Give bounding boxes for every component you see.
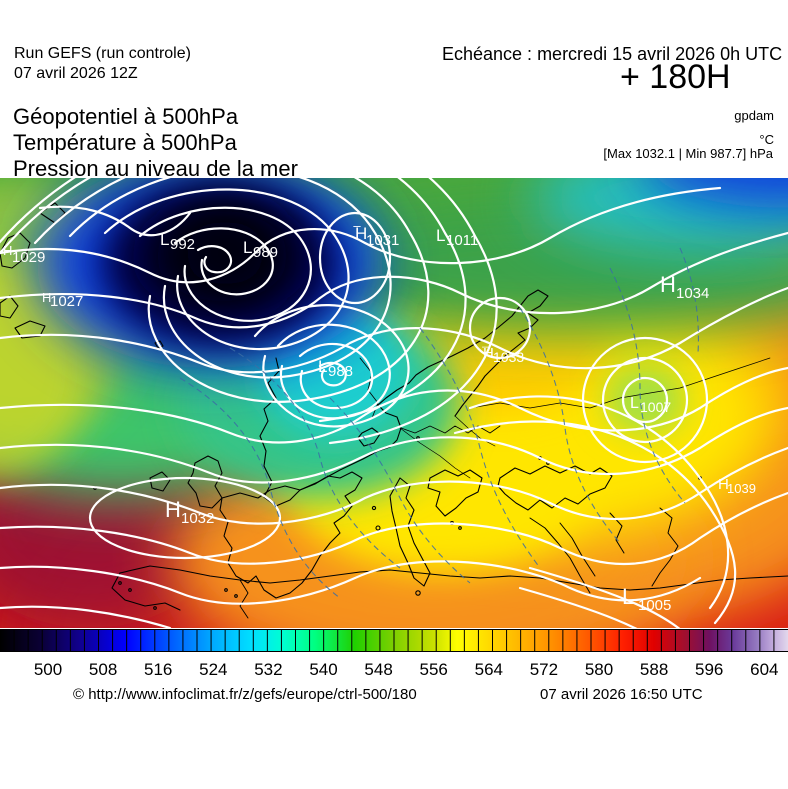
svg-text:1033: 1033 <box>493 349 524 365</box>
svg-text:1032: 1032 <box>181 510 214 527</box>
svg-text:L: L <box>318 357 327 376</box>
svg-text:H: H <box>660 272 676 297</box>
svg-text:548: 548 <box>364 660 392 679</box>
svg-text:1031: 1031 <box>366 232 399 249</box>
svg-text:532: 532 <box>254 660 282 679</box>
svg-text:596: 596 <box>695 660 723 679</box>
svg-text:1007: 1007 <box>640 399 671 415</box>
svg-text:L: L <box>630 395 639 412</box>
svg-text:604: 604 <box>750 660 778 679</box>
svg-text:556: 556 <box>420 660 448 679</box>
svg-text:508: 508 <box>89 660 117 679</box>
svg-text:572: 572 <box>530 660 558 679</box>
svg-text:524: 524 <box>199 660 227 679</box>
svg-text:992: 992 <box>170 236 195 253</box>
svg-text:1039: 1039 <box>727 481 756 496</box>
svg-text:–: – <box>353 218 361 233</box>
svg-text:1011: 1011 <box>446 232 478 249</box>
svg-text:L: L <box>243 238 252 257</box>
svg-text:989: 989 <box>253 244 278 261</box>
svg-text:H: H <box>165 497 181 522</box>
svg-text:L: L <box>622 584 634 609</box>
svg-text:516: 516 <box>144 660 172 679</box>
svg-text:1005: 1005 <box>638 597 671 614</box>
svg-text:564: 564 <box>475 660 503 679</box>
svg-text:988: 988 <box>328 363 353 380</box>
svg-text:L: L <box>160 230 169 249</box>
svg-text:540: 540 <box>309 660 337 679</box>
svg-text:588: 588 <box>640 660 668 679</box>
svg-text:500: 500 <box>34 660 62 679</box>
svg-text:H: H <box>3 243 12 258</box>
svg-text:1034: 1034 <box>676 285 709 302</box>
svg-text:580: 580 <box>585 660 613 679</box>
svg-text:L: L <box>436 226 445 245</box>
svg-text:–: – <box>482 341 489 353</box>
svg-text:1029: 1029 <box>12 249 45 266</box>
svg-text:1027: 1027 <box>50 293 83 310</box>
